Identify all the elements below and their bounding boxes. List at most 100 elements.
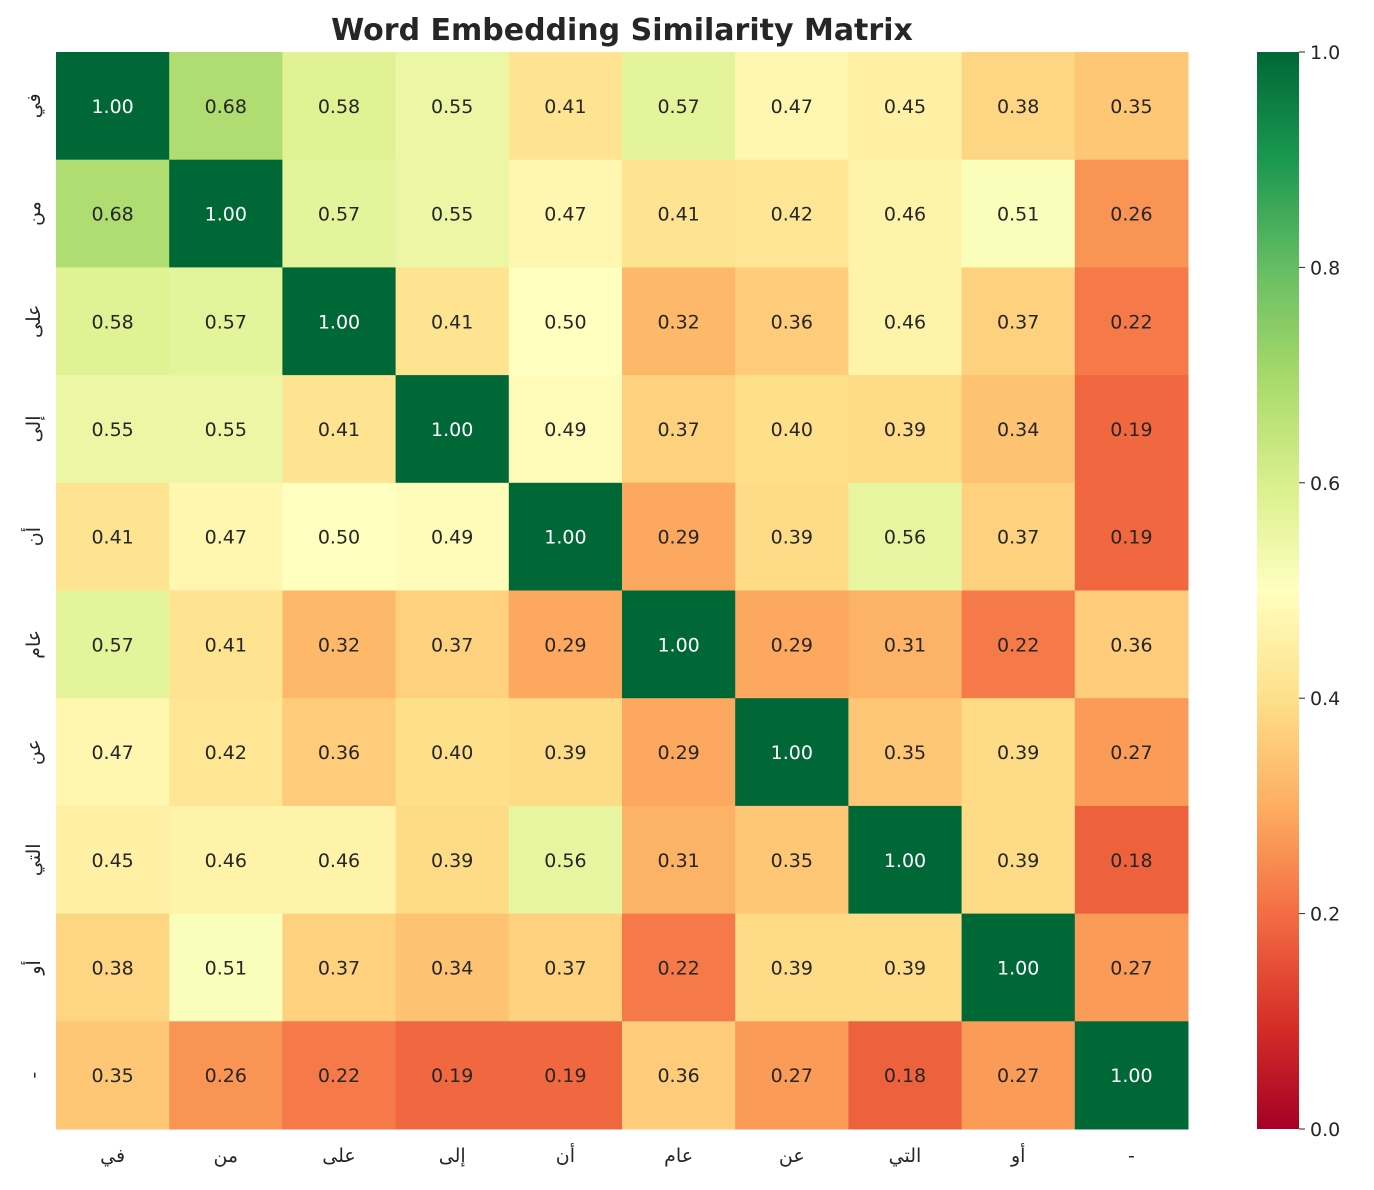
cell-value-label: 0.39 <box>771 527 813 549</box>
cell-value-label: 0.38 <box>997 96 1039 118</box>
colorbar-tick-label: 0.8 <box>1310 257 1340 279</box>
y-tick-label: في <box>23 93 45 118</box>
heatmap-cell <box>961 52 1076 161</box>
cell-value-label: 0.39 <box>431 850 473 872</box>
cell-value-label: 0.27 <box>1110 957 1152 979</box>
cell-value-label: 0.41 <box>91 527 133 549</box>
y-tick-label: - <box>23 1072 45 1079</box>
heatmap-cell <box>1074 805 1189 915</box>
cell-value-label: 1.00 <box>997 957 1039 979</box>
heatmap-cell <box>169 805 283 915</box>
heatmap-cell <box>1074 698 1189 807</box>
x-tick-label: في <box>100 1145 125 1167</box>
cell-value-label: 0.27 <box>997 1065 1039 1087</box>
cell-value-label: 0.47 <box>544 204 586 226</box>
heatmap-cell <box>961 482 1076 591</box>
heatmap-cell <box>56 52 170 161</box>
heatmap-cell <box>508 805 623 915</box>
heatmap-cell <box>622 375 736 484</box>
cell-value-label: 0.32 <box>318 634 360 656</box>
cell-value-label: 0.40 <box>431 742 473 764</box>
heatmap-cell <box>508 482 623 591</box>
colorbar-ticks: 0.0 0.2 0.4 0.6 0.8 1.0 <box>1299 42 1340 1141</box>
heatmap-cell <box>508 267 623 376</box>
cell-value-label: 0.37 <box>997 311 1039 333</box>
heatmap-cell <box>1074 590 1189 699</box>
heatmap-cell <box>848 590 963 699</box>
cell-value-label: 0.57 <box>91 634 133 656</box>
cell-value-label: 0.37 <box>544 957 586 979</box>
y-tick-label: من <box>23 201 45 226</box>
cell-value-label: 0.35 <box>1110 96 1152 118</box>
heatmap-cell <box>56 267 170 376</box>
cell-value-label: 0.55 <box>205 419 247 441</box>
heatmap-cell <box>282 805 397 915</box>
heatmap-cell <box>735 805 849 915</box>
heatmap-cell <box>735 52 849 161</box>
cell-value-label: 0.42 <box>205 742 247 764</box>
heatmap-cell <box>622 590 736 699</box>
cell-value-label: 0.58 <box>318 96 360 118</box>
heatmap-cell <box>508 698 623 807</box>
heatmap-cell <box>735 913 849 1022</box>
heatmap-cell <box>848 698 963 807</box>
cell-value-label: 0.39 <box>884 957 926 979</box>
heatmap-cell <box>395 698 510 807</box>
x-tick-label: أن <box>556 1143 575 1167</box>
x-tick-label: عن <box>779 1145 805 1167</box>
colorbar-tick-label: 0.0 <box>1310 1119 1340 1141</box>
colorbar-tick-label: 0.4 <box>1310 688 1340 710</box>
heatmap-cell <box>622 482 736 591</box>
cell-value-label: 0.19 <box>544 1065 586 1087</box>
heatmap-cell <box>848 159 963 268</box>
cell-value-label: 0.46 <box>884 204 926 226</box>
cell-value-label: 0.57 <box>318 204 360 226</box>
cell-value-label: 0.41 <box>318 419 360 441</box>
heatmap-cell <box>282 482 397 591</box>
cell-value-label: 0.34 <box>997 419 1039 441</box>
cell-value-label: 1.00 <box>544 527 586 549</box>
cell-value-label: 0.41 <box>544 96 586 118</box>
heatmap-cell <box>169 482 283 591</box>
cell-value-label: 0.58 <box>91 311 133 333</box>
heatmap-cell <box>169 698 283 807</box>
cell-value-label: 0.37 <box>431 634 473 656</box>
cell-value-label: 0.31 <box>884 634 926 656</box>
heatmap-cell <box>961 913 1076 1022</box>
y-tick-label: عام <box>23 630 45 659</box>
heatmap-cell <box>961 375 1076 484</box>
cell-value-label: 1.00 <box>91 96 133 118</box>
cell-value-label: 1.00 <box>205 204 247 226</box>
heatmap-cell <box>282 698 397 807</box>
heatmap-cell <box>735 1021 849 1130</box>
cell-value-label: 0.47 <box>91 742 133 764</box>
heatmap-cell <box>282 913 397 1022</box>
cell-value-label: 0.29 <box>771 634 813 656</box>
heatmap-cell <box>622 698 736 807</box>
heatmap-cell <box>622 267 736 376</box>
heatmap-cell <box>282 375 397 484</box>
cell-value-label: 0.19 <box>1110 527 1152 549</box>
colorbar-tick-label: 0.6 <box>1310 473 1340 495</box>
cell-value-label: 0.57 <box>657 96 699 118</box>
cell-value-label: 1.00 <box>771 742 813 764</box>
heatmap-cell <box>56 590 170 699</box>
heatmap-cell <box>735 590 849 699</box>
cell-value-label: 0.56 <box>884 527 926 549</box>
cell-value-label: 0.46 <box>205 850 247 872</box>
cell-value-label: 0.41 <box>205 634 247 656</box>
cell-value-label: 0.39 <box>997 742 1039 764</box>
heatmap-cell <box>395 1021 510 1130</box>
heatmap-cell <box>508 375 623 484</box>
cell-value-label: 0.22 <box>657 957 699 979</box>
cell-value-label: 0.36 <box>771 311 813 333</box>
cell-value-label: 0.49 <box>544 419 586 441</box>
heatmap-cell <box>395 482 510 591</box>
heatmap-cell <box>56 159 170 268</box>
heatmap-cell <box>735 159 849 268</box>
cell-value-label: 1.00 <box>318 311 360 333</box>
heatmap-cell <box>848 1021 963 1130</box>
cell-value-label: 0.26 <box>1110 204 1152 226</box>
heatmap-cell <box>169 913 283 1022</box>
cell-value-label: 0.46 <box>884 311 926 333</box>
